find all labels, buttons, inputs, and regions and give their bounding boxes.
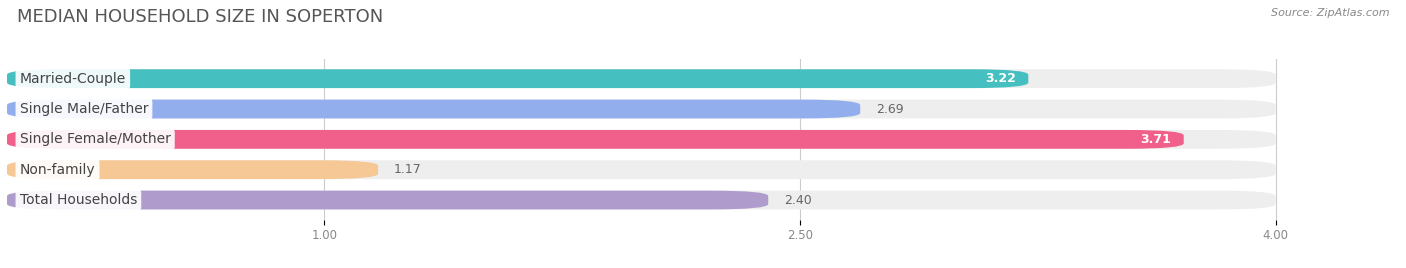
Text: Single Male/Father: Single Male/Father: [20, 102, 148, 116]
Text: MEDIAN HOUSEHOLD SIZE IN SOPERTON: MEDIAN HOUSEHOLD SIZE IN SOPERTON: [17, 8, 382, 26]
FancyBboxPatch shape: [7, 160, 1275, 179]
FancyBboxPatch shape: [7, 130, 1184, 149]
Text: 1.17: 1.17: [394, 163, 422, 176]
FancyBboxPatch shape: [7, 100, 860, 118]
Text: Source: ZipAtlas.com: Source: ZipAtlas.com: [1271, 8, 1389, 18]
FancyBboxPatch shape: [7, 100, 1275, 118]
FancyBboxPatch shape: [7, 160, 378, 179]
Text: 2.69: 2.69: [876, 103, 904, 116]
Text: Single Female/Mother: Single Female/Mother: [20, 132, 170, 146]
FancyBboxPatch shape: [7, 69, 1028, 88]
Text: Married-Couple: Married-Couple: [20, 72, 127, 86]
FancyBboxPatch shape: [7, 191, 768, 210]
FancyBboxPatch shape: [7, 130, 1275, 149]
FancyBboxPatch shape: [7, 69, 1275, 88]
FancyBboxPatch shape: [7, 191, 1275, 210]
Text: 3.22: 3.22: [984, 72, 1015, 85]
Text: 2.40: 2.40: [785, 193, 811, 207]
Text: Non-family: Non-family: [20, 163, 96, 177]
Text: 3.71: 3.71: [1140, 133, 1171, 146]
Text: Total Households: Total Households: [20, 193, 138, 207]
